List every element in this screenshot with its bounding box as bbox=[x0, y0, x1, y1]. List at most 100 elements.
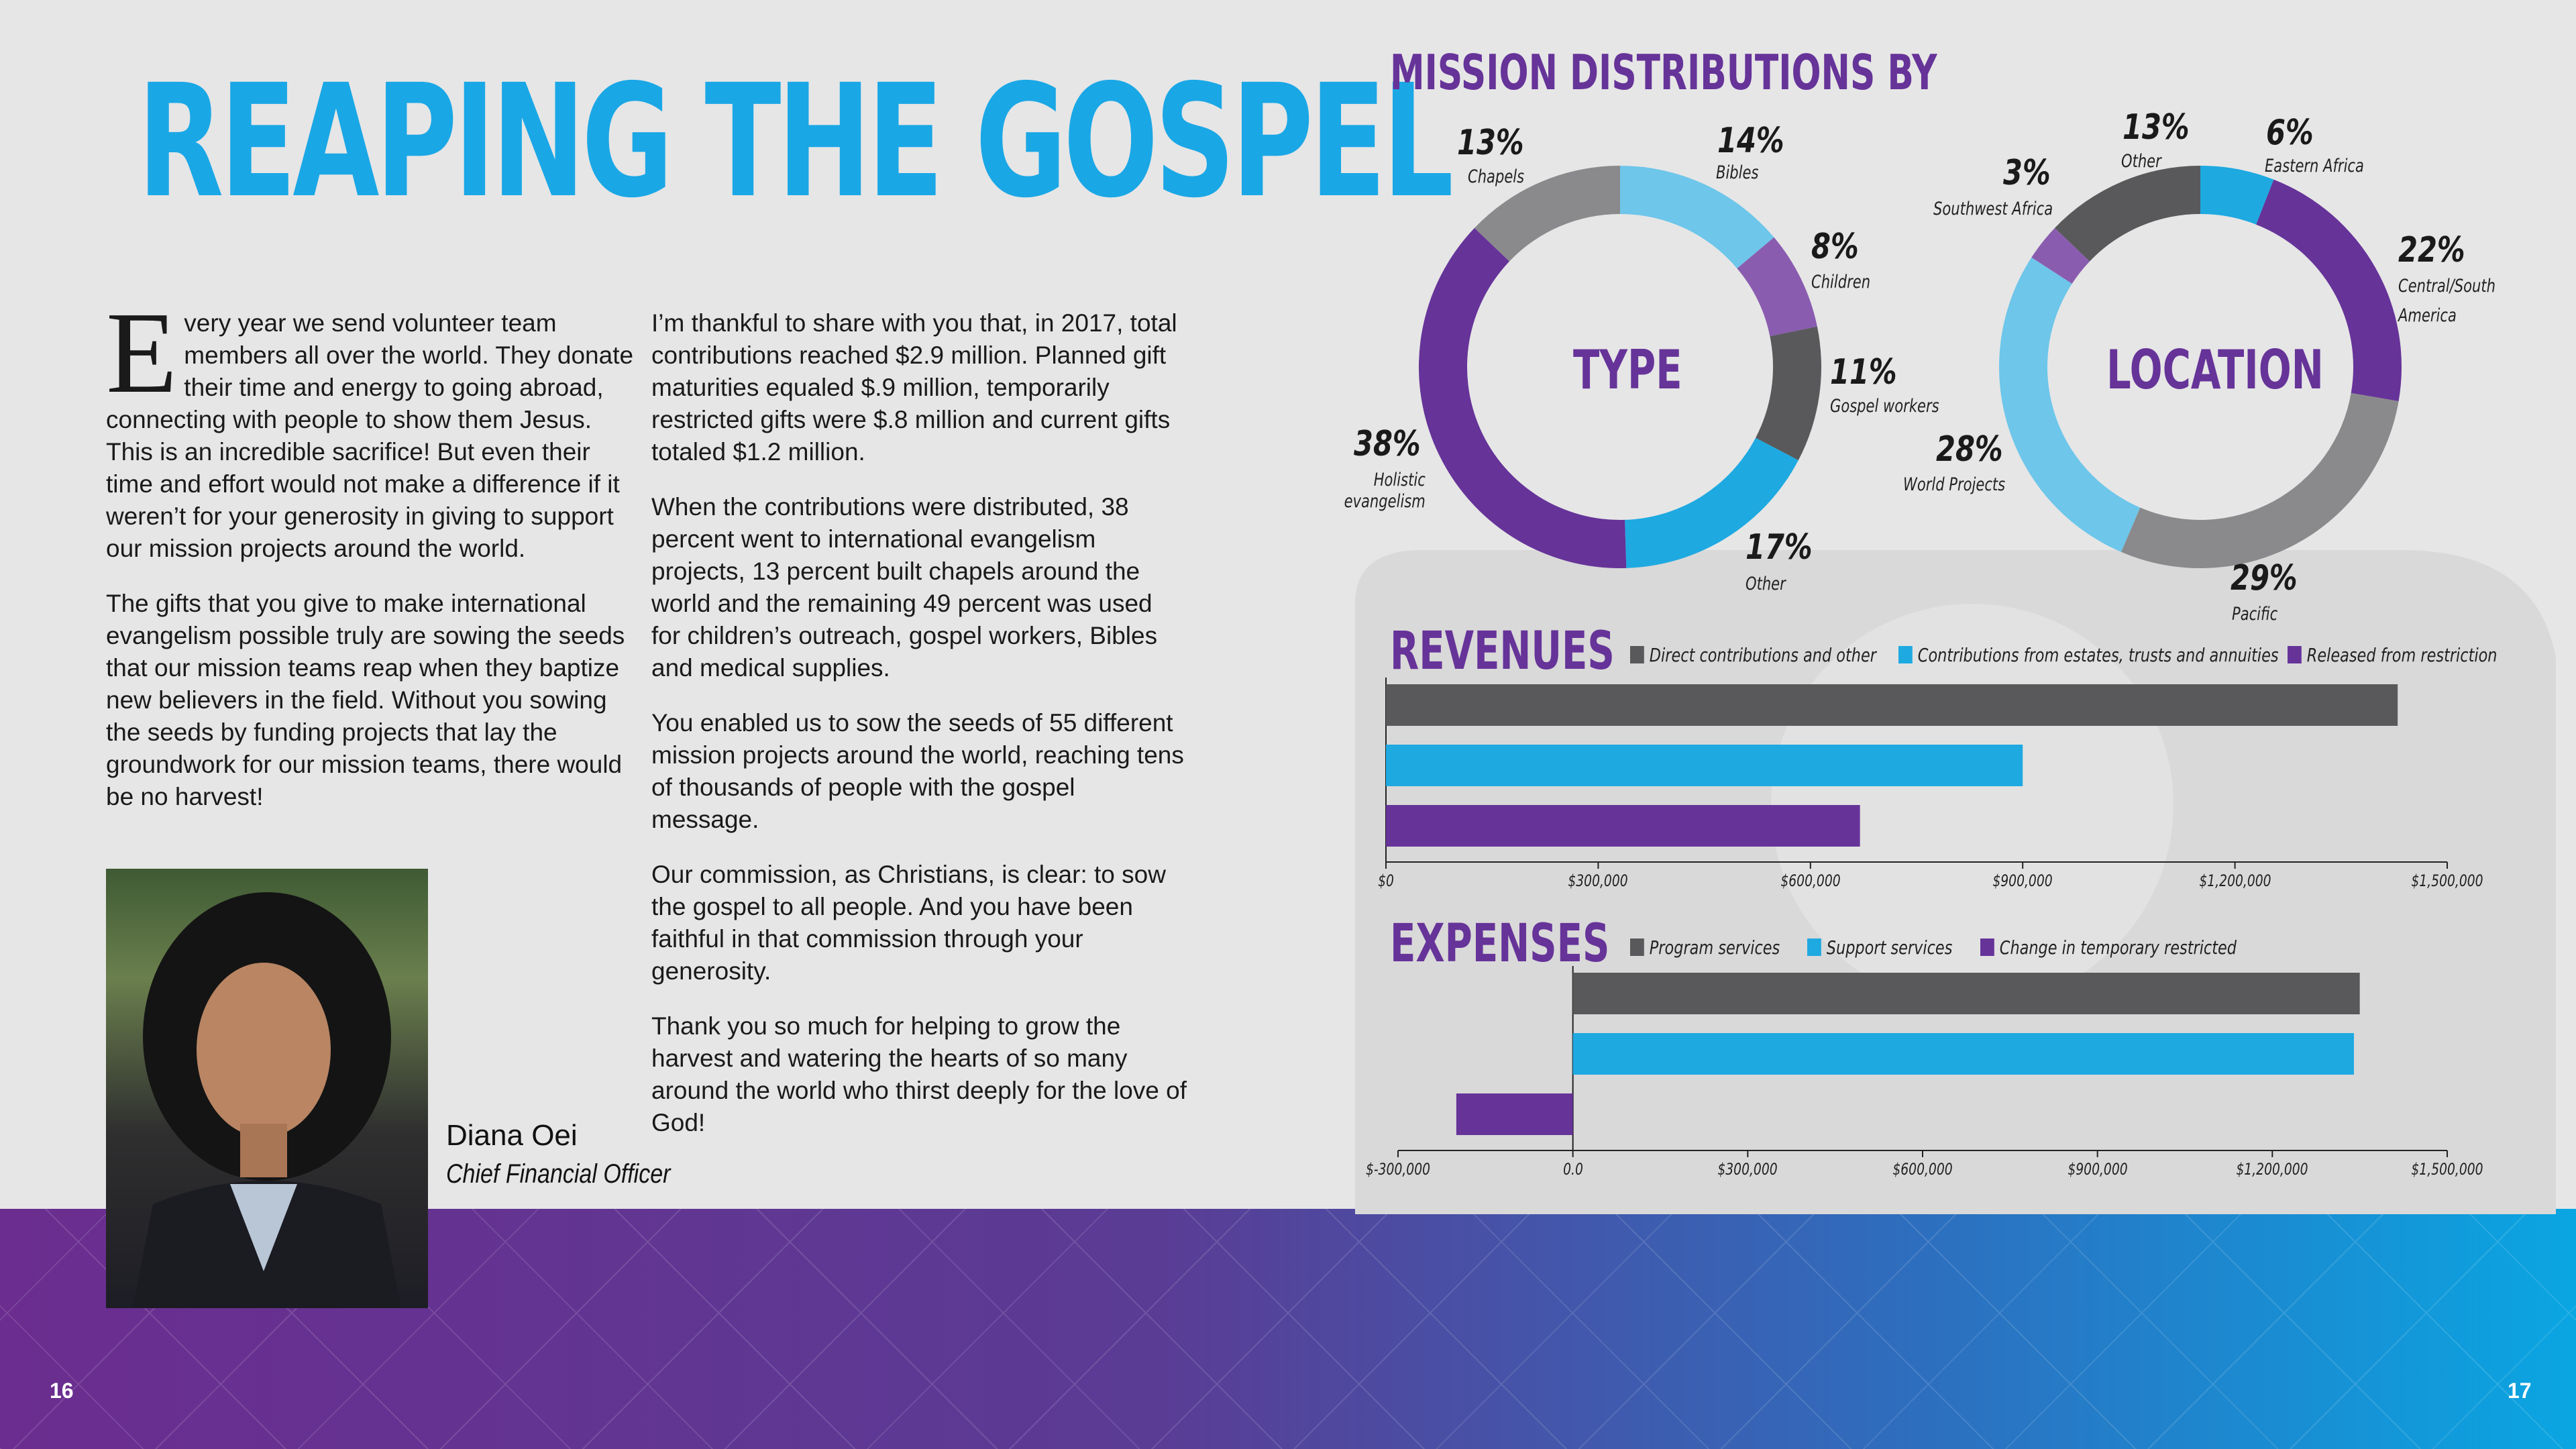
paragraph: You enabled us to sow the seeds of 55 di… bbox=[651, 709, 1184, 833]
paragraph: very year we send volunteer team members… bbox=[106, 309, 634, 562]
loc-pacific-label: Pacific bbox=[2232, 604, 2278, 625]
page-number-left: 16 bbox=[50, 1379, 74, 1403]
footer-pattern bbox=[0, 1209, 2576, 1449]
loc-other-pct: 13% bbox=[2123, 107, 2190, 148]
donut-location-title: LOCATION bbox=[2106, 339, 2324, 401]
revenues-legend-1: Direct contributions and other bbox=[1630, 644, 1876, 666]
type-slice-5 bbox=[1474, 166, 1620, 262]
type-children-pct: 8% bbox=[1811, 227, 1859, 267]
expenses-legend-3: Change in temporary restricted bbox=[1980, 936, 2237, 959]
type-holistic-pct: 38% bbox=[1354, 424, 1421, 464]
expenses-tick-label: $-300,000 bbox=[1365, 1160, 1431, 1179]
paragraph: The gifts that you give to make internat… bbox=[106, 590, 625, 810]
location-slice-3 bbox=[1999, 257, 2141, 552]
expenses-tick-label: $600,000 bbox=[1892, 1160, 1953, 1179]
expenses-tick-label: 0.0 bbox=[1562, 1160, 1583, 1179]
legend-label: Direct contributions and other bbox=[1649, 644, 1876, 666]
revenues-bar-1 bbox=[1386, 745, 2023, 786]
type-chapels-label: Chapels bbox=[1468, 166, 1525, 187]
loc-central-america-pct: 22% bbox=[2398, 230, 2465, 270]
expenses-bar-0 bbox=[1572, 973, 2360, 1014]
revenues-tick-label: $0 bbox=[1378, 871, 1394, 890]
loc-world-projects-pct: 28% bbox=[1936, 429, 2003, 470]
legend-swatch bbox=[1898, 646, 1913, 663]
donut-location bbox=[1999, 166, 2402, 568]
revenues-legend-2: Contributions from estates, trusts and a… bbox=[1898, 644, 2279, 666]
expenses-tick-label: $1,500,000 bbox=[2411, 1160, 2483, 1179]
expenses-bar-1 bbox=[1572, 1033, 2354, 1075]
expenses-bar-2 bbox=[1456, 1093, 1573, 1135]
signature-role: Chief Financial Officer bbox=[446, 1159, 671, 1189]
location-slice-2 bbox=[2121, 392, 2399, 568]
location-slice-0 bbox=[2200, 166, 2274, 225]
page-title: REAPING THE GOSPEL bbox=[138, 51, 1454, 232]
mission-heading: MISSION DISTRIBUTIONS BY bbox=[1390, 44, 1937, 101]
type-bibles-pct: 14% bbox=[1717, 121, 1784, 161]
type-bibles-label: Bibles bbox=[1716, 162, 1759, 183]
revenues-title: REVENUES bbox=[1390, 621, 1615, 682]
expenses-tick-label: $300,000 bbox=[1717, 1160, 1778, 1179]
legend-swatch bbox=[1630, 646, 1644, 663]
signature-name: Diana Oei bbox=[446, 1119, 578, 1152]
type-chapels-pct: 13% bbox=[1457, 123, 1524, 163]
type-gospel-workers-label: Gospel workers bbox=[1830, 396, 1939, 417]
type-slice-3 bbox=[1625, 437, 1799, 568]
legend-swatch bbox=[1630, 938, 1644, 956]
legend-label: Change in temporary restricted bbox=[1999, 936, 2237, 959]
loc-central-america-label: Central/South America bbox=[2398, 276, 2496, 326]
revenues-bar-0 bbox=[1386, 684, 2398, 726]
legend-swatch bbox=[1807, 938, 1821, 956]
paragraph: Thank you so much for helping to grow th… bbox=[651, 1012, 1187, 1136]
location-slice-4 bbox=[2031, 227, 2090, 284]
legend-swatch bbox=[1980, 938, 1994, 956]
type-children-label: Children bbox=[1811, 272, 1871, 292]
legend-swatch bbox=[2288, 646, 2302, 663]
loc-world-projects-label: World Projects bbox=[1903, 474, 2006, 495]
revenues-tick-label: $600,000 bbox=[1780, 871, 1841, 890]
donut-location-slices bbox=[1999, 166, 2402, 568]
paragraph: I’m thankful to share with you that, in … bbox=[651, 309, 1177, 466]
page-number-right: 17 bbox=[2508, 1379, 2532, 1403]
footer-band bbox=[0, 1209, 2576, 1449]
expenses-bars bbox=[1397, 966, 2448, 1157]
revenues-bars bbox=[1385, 678, 2448, 869]
type-slice-2 bbox=[1756, 326, 1821, 461]
revenues-tick-label: $1,200,000 bbox=[2198, 871, 2271, 890]
loc-eastern-africa-pct: 6% bbox=[2266, 113, 2314, 153]
legend-label: Contributions from estates, trusts and a… bbox=[1917, 644, 2279, 666]
expenses-chart bbox=[1397, 966, 2448, 1157]
type-other-pct: 17% bbox=[1746, 527, 1813, 568]
donut-type bbox=[1419, 166, 1821, 568]
expenses-title: EXPENSES bbox=[1390, 914, 1610, 974]
donut-type-title: TYPE bbox=[1573, 339, 1682, 401]
type-slice-4 bbox=[1419, 227, 1627, 568]
revenues-tick-label: $300,000 bbox=[1568, 871, 1629, 890]
portrait-illustration bbox=[133, 892, 401, 1308]
donut-type-slices bbox=[1419, 166, 1821, 568]
loc-pacific-pct: 29% bbox=[2231, 558, 2298, 598]
expenses-legend-1: Program services bbox=[1630, 936, 1780, 959]
loc-other-label: Other bbox=[2121, 151, 2161, 172]
location-slice-1 bbox=[2256, 179, 2402, 402]
body-column-2: I’m thankful to share with you that, in … bbox=[651, 307, 1188, 1162]
type-slice-1 bbox=[1737, 237, 1817, 337]
portrait-photo bbox=[106, 869, 428, 1308]
location-slice-5 bbox=[2054, 166, 2200, 262]
type-gospel-workers-pct: 11% bbox=[1830, 352, 1897, 392]
revenues-bar-2 bbox=[1386, 805, 1860, 847]
expenses-tick-label: $1,200,000 bbox=[2236, 1160, 2308, 1179]
drop-cap: E bbox=[106, 288, 178, 417]
revenues-chart bbox=[1385, 678, 2448, 869]
legend-label: Support services bbox=[1826, 936, 1953, 959]
type-holistic-label: Holistic evangelism bbox=[1344, 470, 1426, 512]
body-column-1: E very year we send volunteer team membe… bbox=[106, 288, 636, 836]
type-other-label: Other bbox=[1746, 574, 1786, 594]
revenues-tick-label: $900,000 bbox=[1992, 871, 2053, 890]
legend-label: Released from restriction bbox=[2306, 644, 2498, 666]
loc-eastern-africa-label: Eastern Africa bbox=[2265, 156, 2364, 176]
loc-southwest-africa-pct: 3% bbox=[2003, 153, 2051, 193]
expenses-legend-2: Support services bbox=[1807, 936, 1952, 959]
expenses-tick-label: $900,000 bbox=[2067, 1160, 2128, 1179]
revenues-tick-label: $1,500,000 bbox=[2411, 871, 2483, 890]
revenues-legend-3: Released from restriction bbox=[2288, 644, 2498, 666]
